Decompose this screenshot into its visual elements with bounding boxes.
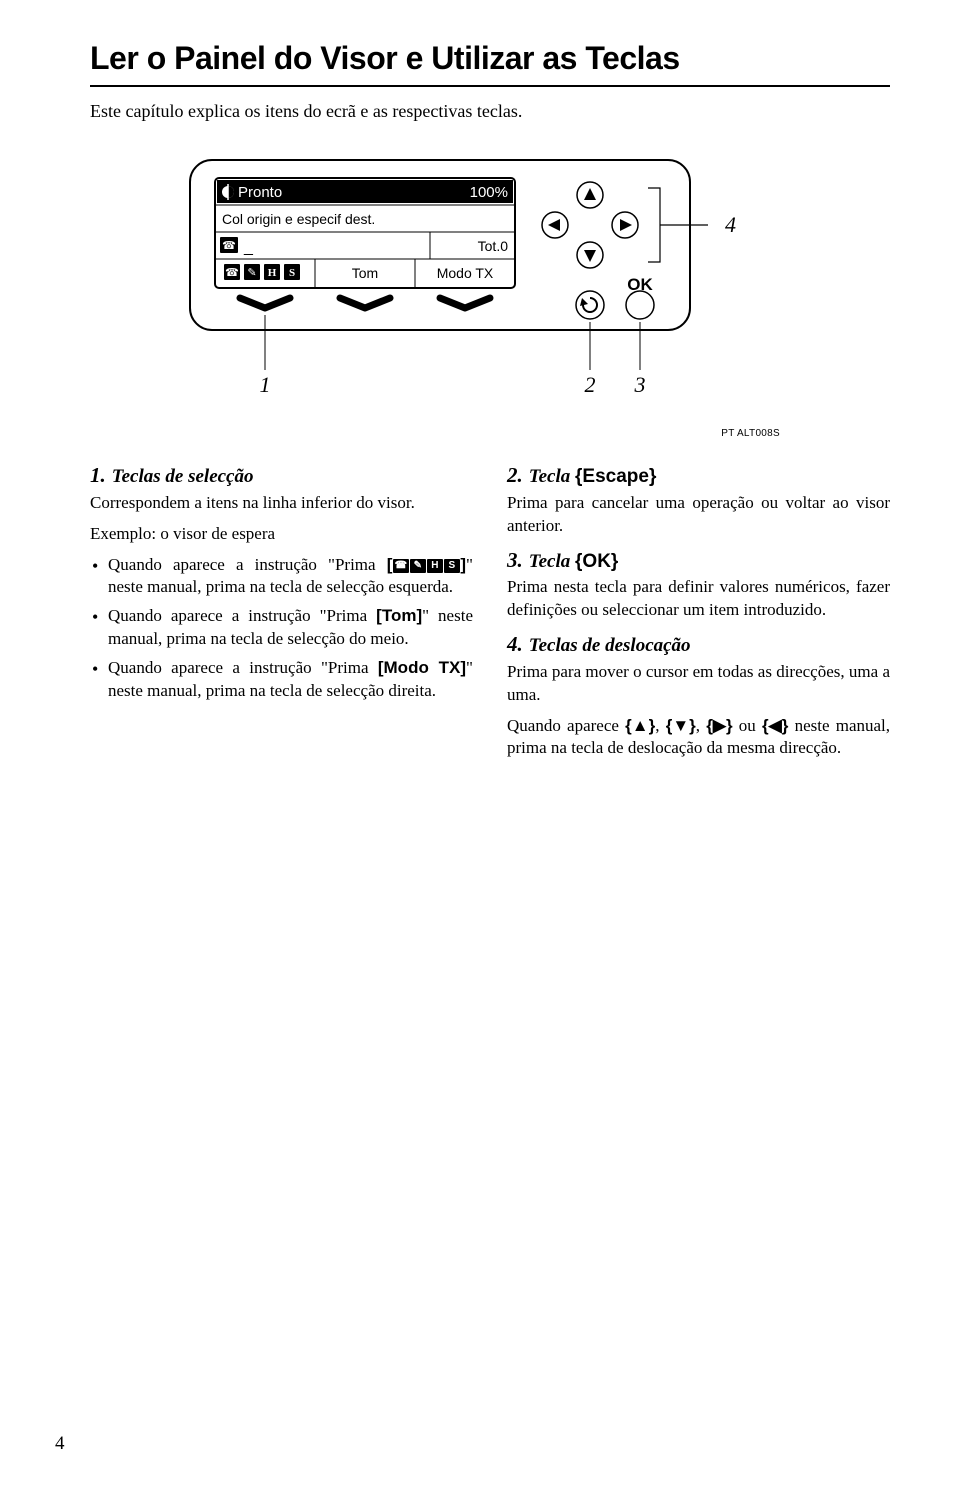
item4-num: 4. <box>507 630 523 658</box>
item4-p2a: Quando aparece <box>507 716 625 735</box>
panel-svg: Pronto 100% Col origin e especif dest. ☎… <box>180 150 800 400</box>
lcd-line3-left: _ <box>243 239 254 256</box>
b1-icons: ☎✎HS <box>392 559 460 573</box>
lcd-line3-right: Tot.0 <box>478 238 509 254</box>
callout-2: 2 <box>585 372 596 397</box>
phone-icon: ☎ <box>393 559 409 573</box>
lcd-soft2: Tom <box>352 265 378 281</box>
callout-1: 1 <box>260 372 271 397</box>
item4-head: 4. Teclas de deslocação <box>507 630 890 659</box>
item1-b2a: Quando aparece a instrução "Prima <box>108 606 376 625</box>
item1-p2: Exemplo: o visor de espera <box>90 523 473 546</box>
item1-b3: Quando aparece a instrução "Prima [Modo … <box>90 657 473 703</box>
key-up: {▲} <box>625 715 655 738</box>
ok-label: OK <box>627 275 653 294</box>
key-left: {◀} <box>762 715 788 738</box>
item3-title: Tecla {OK} <box>529 549 619 575</box>
item4-p2: Quando aparece {▲}, {▼}, {▶} ou {◀} nest… <box>507 715 890 761</box>
key-down: {▼} <box>666 715 696 738</box>
item1-b3key: [Modo TX] <box>378 658 466 677</box>
item1-title: Teclas de selecção <box>112 464 254 490</box>
item3-num: 3. <box>507 546 523 574</box>
item1-head: 1. Teclas de selecção <box>90 461 473 490</box>
svg-text:☎: ☎ <box>225 267 239 279</box>
item2-p: Prima para cancelar uma operação ou volt… <box>507 492 890 538</box>
page-title: Ler o Painel do Visor e Utilizar as Tecl… <box>90 40 890 77</box>
item1-b1a: Quando aparece a instrução "Prima <box>108 555 387 574</box>
item3-head: 3. Tecla {OK} <box>507 546 890 575</box>
svg-text:☎: ☎ <box>222 240 236 252</box>
body-columns: 1. Teclas de selecção Correspondem a ite… <box>90 457 890 768</box>
item4-title: Teclas de deslocação <box>529 633 691 659</box>
callout-3: 3 <box>634 372 646 397</box>
svg-text:H: H <box>268 267 277 279</box>
svg-text:S: S <box>289 267 295 279</box>
item2-head: 2. Tecla {Escape} <box>507 461 890 490</box>
title-rule <box>90 85 890 87</box>
lcd-soft3: Modo TX <box>437 265 494 281</box>
panel-diagram: Pronto 100% Col origin e especif dest. ☎… <box>90 150 890 400</box>
lcd-line1-right: 100% <box>470 184 508 201</box>
item1-bullets: Quando aparece a instrução "Prima [☎✎HS]… <box>90 554 473 704</box>
lcd-line1-left: Pronto <box>238 184 282 201</box>
page-number: 4 <box>55 1433 65 1455</box>
item3-p: Prima nesta tecla para definir valores n… <box>507 576 890 622</box>
item2-title: Tecla {Escape} <box>529 464 657 490</box>
right-column: 2. Tecla {Escape} Prima para cancelar um… <box>507 457 890 768</box>
item2-num: 2. <box>507 461 523 489</box>
s-icon: S <box>444 559 460 573</box>
pen-icon: ✎ <box>410 559 426 573</box>
h-icon: H <box>427 559 443 573</box>
diagram-code: PT ALT008S <box>90 428 780 439</box>
item1-b2key: [Tom] <box>376 606 422 625</box>
item1-b3a: Quando aparece a instrução "Prima <box>108 658 378 677</box>
item1-p1: Correspondem a itens na linha inferior d… <box>90 492 473 515</box>
item4-p1: Prima para mover o cursor em todas as di… <box>507 661 890 707</box>
item1-num: 1. <box>90 461 106 489</box>
callout-4: 4 <box>725 212 736 237</box>
key-right: {▶} <box>706 715 732 738</box>
svg-text:✎: ✎ <box>247 267 256 279</box>
intro-text: Este capítulo explica os itens do ecrã e… <box>90 101 890 122</box>
lcd-line2: Col origin e especif dest. <box>222 211 375 227</box>
item1-b2: Quando aparece a instrução "Prima [Tom]"… <box>90 605 473 651</box>
left-column: 1. Teclas de selecção Correspondem a ite… <box>90 457 473 768</box>
item1-b1: Quando aparece a instrução "Prima [☎✎HS]… <box>90 554 473 600</box>
